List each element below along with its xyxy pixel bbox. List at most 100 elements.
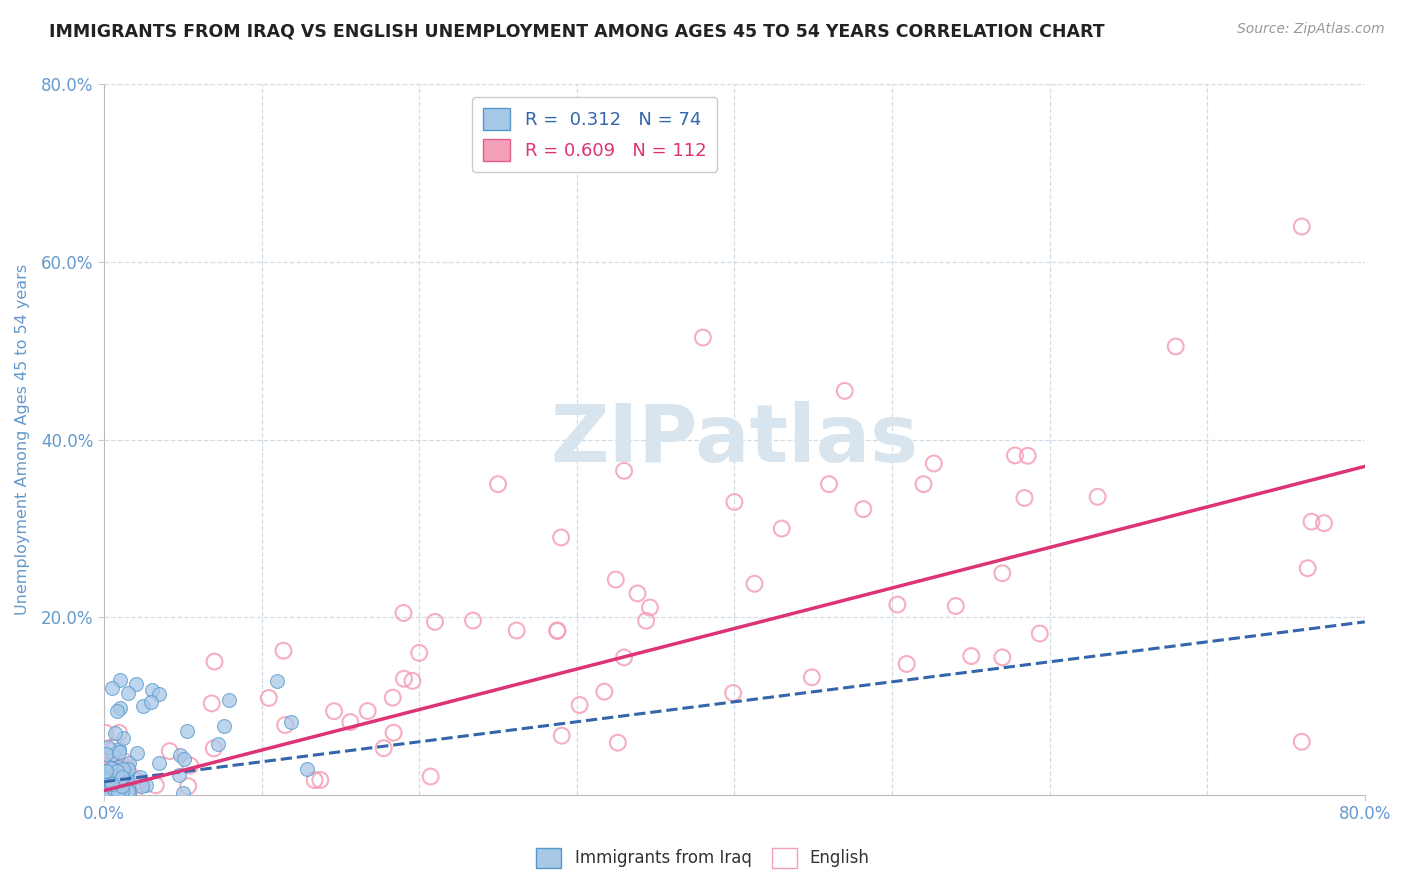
Legend: R =  0.312   N = 74, R = 0.609   N = 112: R = 0.312 N = 74, R = 0.609 N = 112	[472, 97, 717, 172]
Point	[100, 777, 122, 791]
Point	[104, 786, 127, 800]
Point	[613, 464, 636, 478]
Point	[176, 723, 198, 738]
Point	[551, 729, 574, 743]
Point	[945, 599, 967, 613]
Point	[104, 778, 127, 792]
Point	[103, 766, 125, 780]
Point	[356, 704, 378, 718]
Point	[1014, 491, 1036, 505]
Point	[108, 768, 131, 782]
Point	[202, 741, 225, 756]
Point	[117, 686, 139, 700]
Point	[121, 769, 143, 783]
Point	[392, 672, 415, 686]
Point	[606, 736, 628, 750]
Point	[1087, 490, 1109, 504]
Point	[112, 786, 135, 800]
Point	[638, 600, 661, 615]
Point	[96, 784, 118, 798]
Point	[172, 786, 194, 800]
Point	[94, 758, 117, 772]
Point	[218, 693, 240, 707]
Point	[103, 726, 125, 740]
Point	[111, 784, 134, 798]
Point	[115, 766, 138, 780]
Point	[1029, 626, 1052, 640]
Point	[1296, 561, 1319, 575]
Point	[173, 752, 195, 766]
Point	[295, 762, 318, 776]
Point	[103, 777, 125, 791]
Point	[550, 531, 572, 545]
Point	[98, 772, 121, 786]
Point	[105, 780, 128, 794]
Point	[97, 777, 120, 791]
Point	[117, 762, 139, 776]
Point	[103, 747, 125, 761]
Point	[104, 779, 127, 793]
Point	[169, 747, 191, 762]
Point	[546, 624, 568, 638]
Point	[1017, 449, 1039, 463]
Point	[94, 726, 117, 740]
Point	[97, 763, 120, 777]
Text: Source: ZipAtlas.com: Source: ZipAtlas.com	[1237, 22, 1385, 37]
Point	[304, 773, 326, 788]
Point	[111, 784, 134, 798]
Point	[626, 586, 648, 600]
Point	[461, 614, 484, 628]
Point	[101, 762, 124, 776]
Point	[1313, 516, 1336, 531]
Point	[111, 786, 134, 800]
Point	[960, 648, 983, 663]
Point	[107, 786, 129, 800]
Point	[1301, 515, 1323, 529]
Point	[94, 774, 117, 789]
Point	[834, 384, 856, 398]
Point	[105, 768, 128, 782]
Point	[96, 764, 118, 778]
Point	[110, 765, 132, 780]
Point	[101, 786, 124, 800]
Point	[207, 737, 229, 751]
Point	[127, 778, 149, 792]
Point	[179, 758, 201, 772]
Point	[381, 690, 404, 705]
Point	[111, 731, 134, 745]
Point	[505, 624, 527, 638]
Point	[118, 786, 141, 800]
Point	[100, 744, 122, 758]
Point	[127, 773, 149, 788]
Point	[124, 784, 146, 798]
Point	[100, 777, 122, 791]
Point	[141, 683, 163, 698]
Point	[852, 502, 875, 516]
Point	[105, 763, 128, 777]
Point	[115, 780, 138, 794]
Point	[118, 756, 141, 770]
Point	[721, 686, 744, 700]
Point	[382, 725, 405, 739]
Point	[744, 576, 766, 591]
Point	[94, 747, 117, 761]
Point	[100, 776, 122, 790]
Point	[110, 770, 132, 784]
Point	[100, 761, 122, 775]
Point	[107, 759, 129, 773]
Point	[100, 758, 122, 772]
Point	[723, 495, 745, 509]
Point	[98, 775, 121, 789]
Point	[94, 783, 117, 797]
Point	[546, 624, 568, 638]
Point	[108, 741, 131, 756]
Point	[100, 772, 122, 787]
Point	[212, 719, 235, 733]
Point	[101, 681, 124, 696]
Point	[100, 762, 122, 776]
Point	[117, 784, 139, 798]
Point	[94, 773, 117, 788]
Point	[97, 764, 120, 778]
Point	[167, 768, 190, 782]
Point	[886, 598, 908, 612]
